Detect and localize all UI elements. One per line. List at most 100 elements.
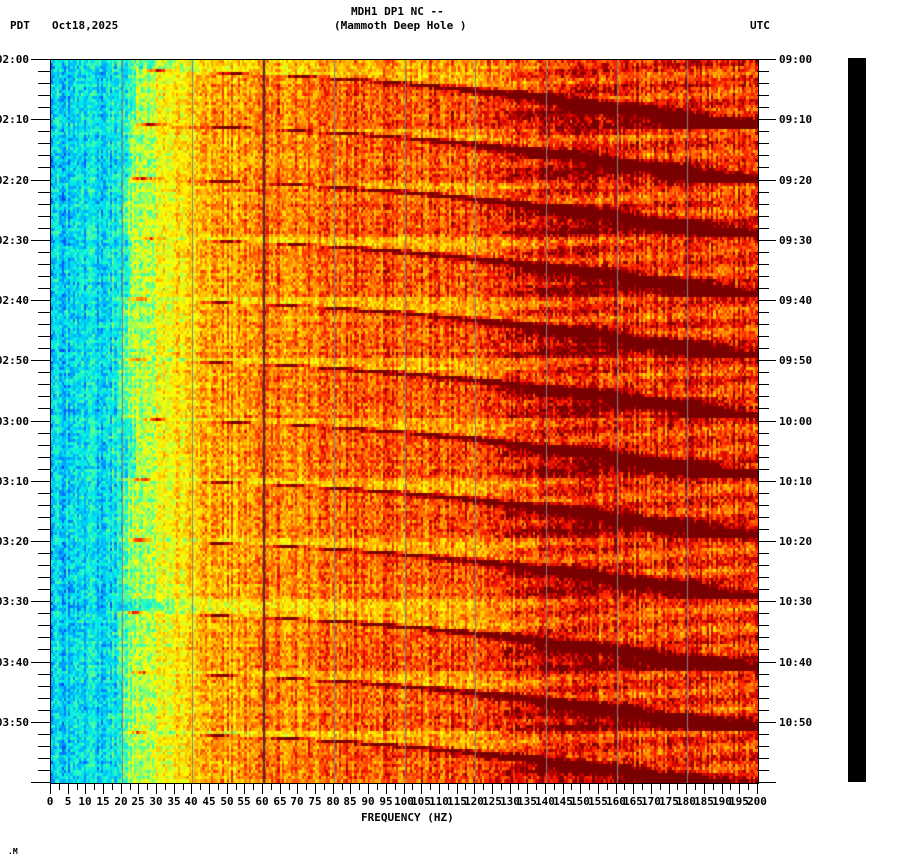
time-tick-minor-right — [757, 710, 769, 711]
time-tick-minor-left — [38, 384, 50, 385]
freq-label: 115 — [447, 795, 467, 808]
time-tick-minor-right — [757, 143, 769, 144]
freq-label: 120 — [464, 795, 484, 808]
time-tick-minor-right — [757, 276, 769, 277]
time-tick-minor-left — [38, 143, 50, 144]
time-tick-minor-right — [757, 83, 769, 84]
time-label-right-utc: 09:00 — [779, 53, 813, 66]
time-tick-major-right — [757, 300, 776, 301]
time-tick-minor-right — [757, 408, 769, 409]
time-label-right-utc: 10:20 — [779, 535, 813, 548]
freq-label: 95 — [379, 795, 393, 808]
date-label: Oct18,2025 — [52, 19, 119, 32]
freq-tick-major — [138, 783, 139, 794]
freq-label: 165 — [623, 795, 643, 808]
time-label-right-utc: 09:20 — [779, 174, 813, 187]
time-tick-minor-left — [38, 408, 50, 409]
time-tick-minor-left — [38, 204, 50, 205]
right-edge-bar — [848, 58, 866, 782]
freq-label: 70 — [290, 795, 304, 808]
freq-tick-major — [616, 783, 617, 794]
time-tick-minor-right — [757, 589, 769, 590]
freq-tick-major — [386, 783, 387, 794]
time-label-right-utc: 10:40 — [779, 656, 813, 669]
right-timezone-label: UTC — [750, 19, 770, 32]
time-label-left-pdt: 02:20 — [0, 174, 29, 187]
freq-tick-major — [669, 783, 670, 794]
time-tick-minor-left — [38, 445, 50, 446]
time-tick-minor-left — [38, 589, 50, 590]
time-tick-minor-right — [757, 252, 769, 253]
freq-tick-major — [297, 783, 298, 794]
freq-label: 135 — [517, 795, 537, 808]
time-label-left-pdt: 03:10 — [0, 475, 29, 488]
time-tick-major-left — [31, 59, 50, 60]
freq-label: 10 — [78, 795, 92, 808]
corner-mark: .M — [8, 847, 18, 856]
freq-tick-minor — [183, 783, 184, 790]
time-tick-minor-left — [38, 396, 50, 397]
time-tick-major-left — [31, 180, 50, 181]
time-tick-minor-right — [757, 228, 769, 229]
time-tick-minor-right — [757, 746, 769, 747]
freq-label: 40 — [184, 795, 198, 808]
time-tick-minor-left — [38, 577, 50, 578]
time-tick-minor-right — [757, 577, 769, 578]
freq-tick-major — [333, 783, 334, 794]
time-tick-major-right — [757, 722, 776, 723]
freq-tick-minor — [660, 783, 661, 790]
time-tick-minor-left — [38, 565, 50, 566]
time-tick-minor-right — [757, 131, 769, 132]
time-tick-minor-right — [757, 192, 769, 193]
freq-label: 170 — [641, 795, 661, 808]
time-tick-major-right — [757, 782, 776, 783]
freq-tick-minor — [112, 783, 113, 790]
station-subtitle: (Mammoth Deep Hole ) — [334, 19, 467, 32]
time-tick-minor-left — [38, 167, 50, 168]
time-label-right-utc: 10:00 — [779, 415, 813, 428]
time-tick-minor-left — [38, 155, 50, 156]
time-tick-minor-left — [38, 288, 50, 289]
freq-tick-major — [421, 783, 422, 794]
time-tick-minor-right — [757, 469, 769, 470]
time-tick-major-left — [31, 662, 50, 663]
time-tick-minor-right — [757, 674, 769, 675]
time-tick-minor-right — [757, 372, 769, 373]
freq-tick-minor — [377, 783, 378, 790]
freq-tick-major — [510, 783, 511, 794]
freq-tick-major — [722, 783, 723, 794]
time-label-right-utc: 09:30 — [779, 234, 813, 247]
freq-tick-minor — [465, 783, 466, 790]
time-tick-minor-left — [38, 710, 50, 711]
freq-label: 30 — [149, 795, 163, 808]
time-tick-minor-right — [757, 167, 769, 168]
time-tick-minor-left — [38, 517, 50, 518]
time-tick-major-right — [757, 360, 776, 361]
freq-tick-minor — [536, 783, 537, 790]
freq-label: 20 — [114, 795, 128, 808]
freq-label: 45 — [202, 795, 216, 808]
freq-tick-major — [527, 783, 528, 794]
time-tick-minor-right — [757, 445, 769, 446]
freq-label: 140 — [535, 795, 555, 808]
time-tick-minor-right — [757, 95, 769, 96]
time-tick-minor-left — [38, 493, 50, 494]
freq-tick-major — [704, 783, 705, 794]
freq-tick-minor — [289, 783, 290, 790]
time-tick-minor-right — [757, 565, 769, 566]
freq-tick-minor — [77, 783, 78, 790]
freq-label: 85 — [343, 795, 357, 808]
freq-tick-minor — [412, 783, 413, 790]
freq-label: 50 — [220, 795, 234, 808]
time-tick-minor-right — [757, 204, 769, 205]
freq-label: 105 — [411, 795, 431, 808]
freq-tick-major — [262, 783, 263, 794]
freq-tick-minor — [730, 783, 731, 790]
freq-tick-minor — [59, 783, 60, 790]
time-tick-minor-left — [38, 252, 50, 253]
time-tick-minor-left — [38, 686, 50, 687]
time-tick-major-left — [31, 240, 50, 241]
freq-label: 100 — [394, 795, 414, 808]
time-tick-minor-left — [38, 674, 50, 675]
time-tick-minor-left — [38, 553, 50, 554]
